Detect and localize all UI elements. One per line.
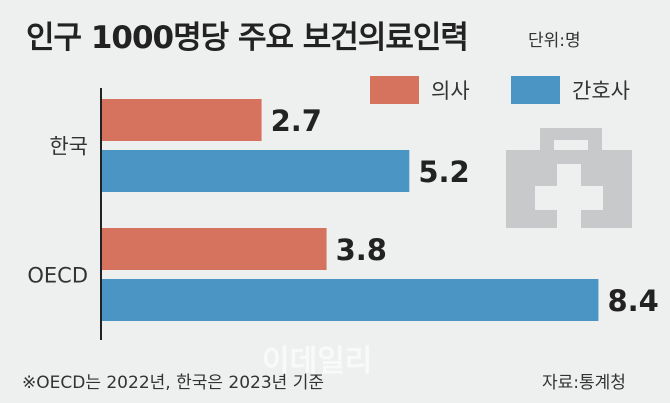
- data-label: 8.4: [607, 284, 658, 318]
- legend-item-nurse: 간호사: [511, 76, 630, 104]
- data-label: 5.2: [418, 155, 469, 189]
- legend-swatch: [370, 76, 419, 104]
- data-label: 3.8: [336, 233, 387, 267]
- bar-한국-간호사: [102, 150, 410, 192]
- bar-OECD-의사: [102, 228, 327, 270]
- footnote: ※OECD는 2022년, 한국은 2023년 기준: [22, 373, 324, 393]
- category-label: OECD: [27, 264, 88, 288]
- category-label: 한국: [49, 135, 88, 159]
- legend-swatch: [511, 76, 560, 104]
- data-label: 2.7: [271, 104, 322, 138]
- chart-title: 인구 1000명당 주요 보건의료인력: [26, 20, 469, 56]
- unit-label: 단위:명: [528, 31, 581, 51]
- legend-item-doctor: 의사: [370, 76, 470, 104]
- legend-label: 간호사: [572, 79, 630, 103]
- source: 자료:통계청: [542, 373, 626, 393]
- bar-한국-의사: [102, 99, 262, 141]
- medical-kit-icon: [506, 128, 632, 228]
- legend-label: 의사: [431, 79, 470, 103]
- watermark: 이데일리: [262, 344, 373, 379]
- bar-OECD-간호사: [102, 279, 599, 321]
